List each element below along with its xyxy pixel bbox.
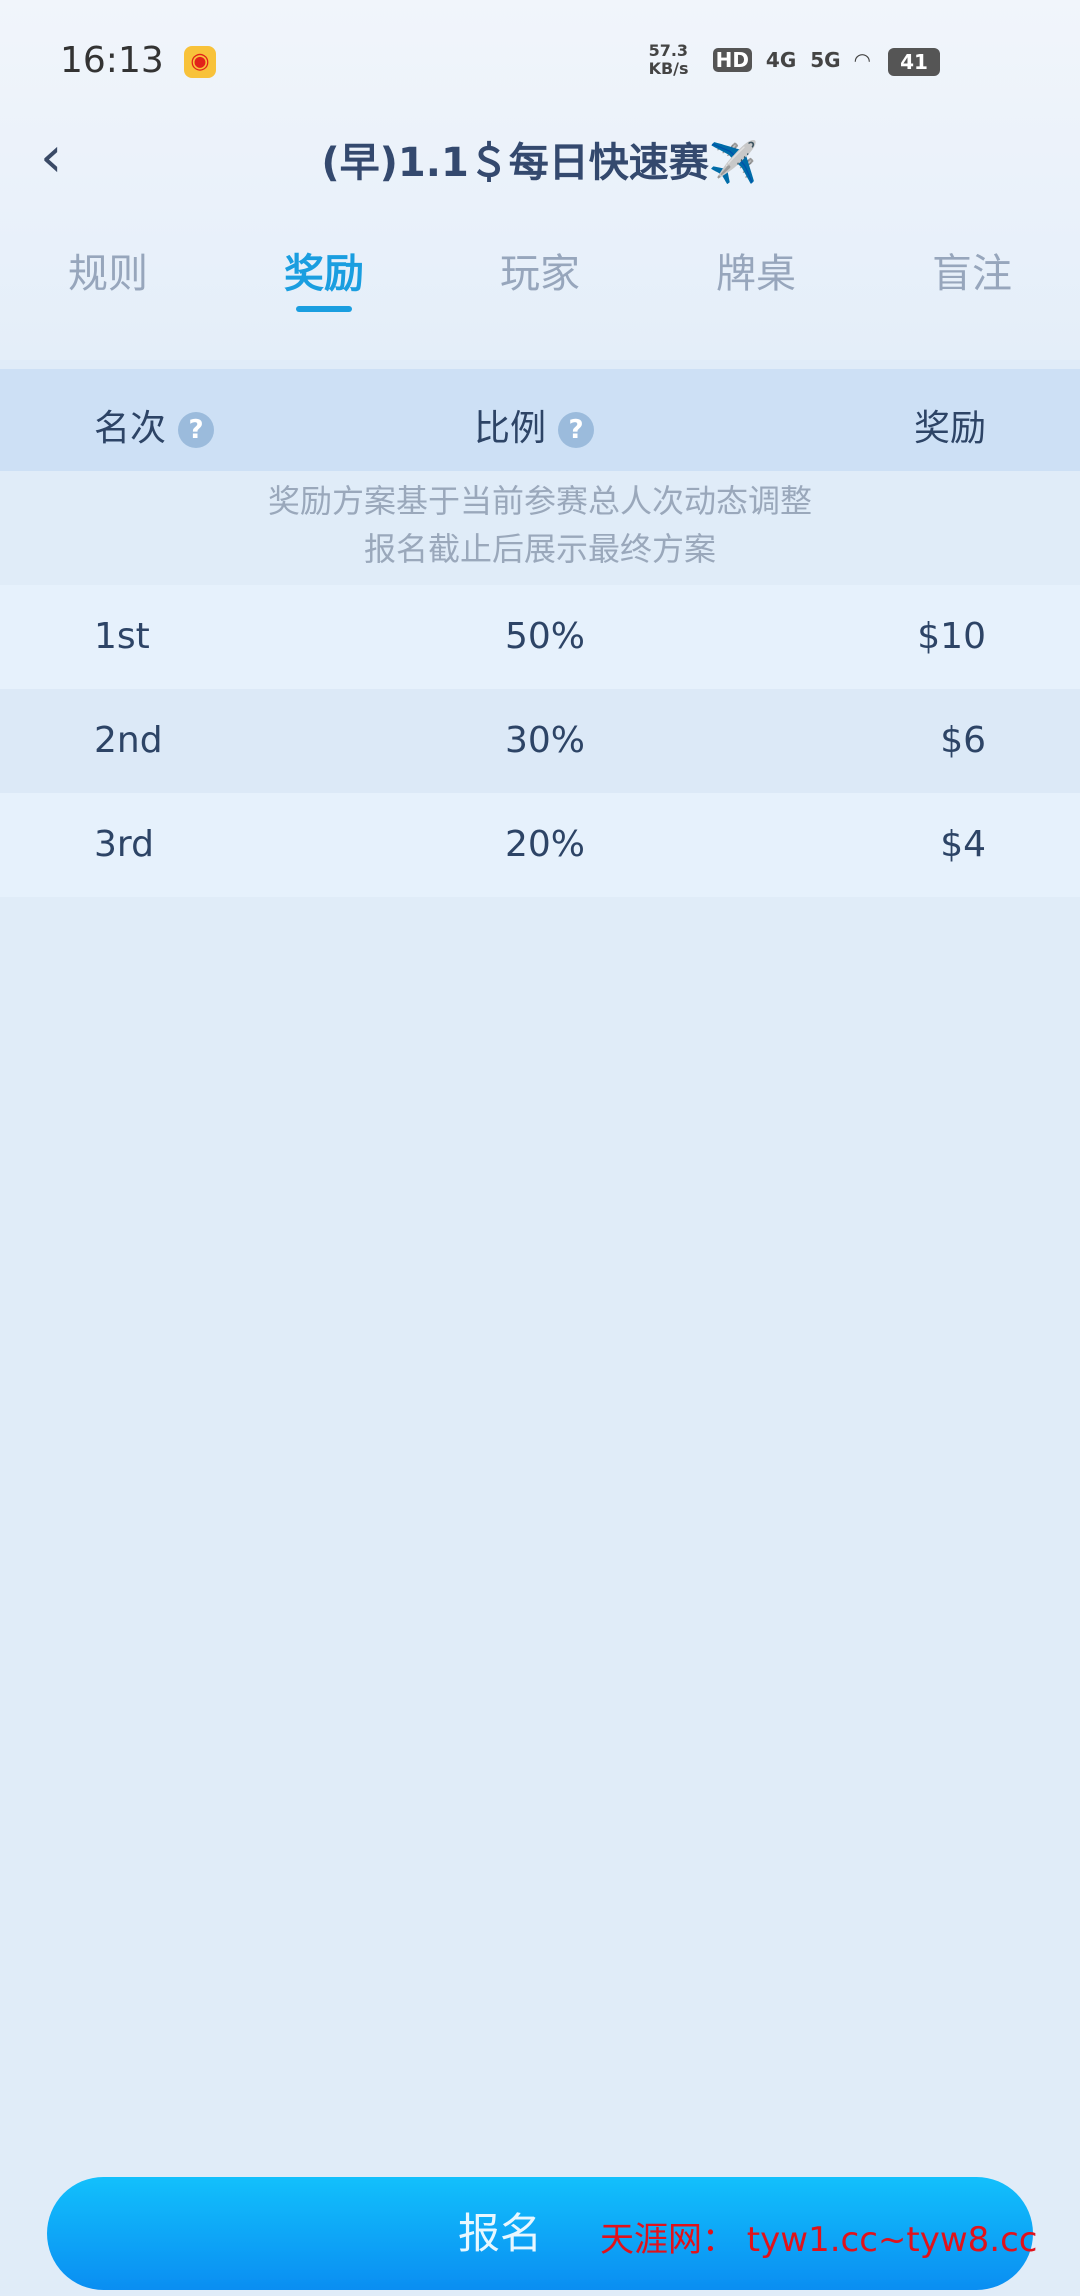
tab-blinds[interactable]: 盲注 (932, 251, 1012, 297)
tab-rewards[interactable]: 奖励 (216, 244, 432, 314)
tab-bar: 规则 奖励 玩家 牌桌 盲注 (0, 244, 1080, 314)
ratio-header: 比例? (474, 399, 595, 451)
weibo-icon: ◉ (184, 46, 216, 78)
ratio-help-icon[interactable]: ? (558, 412, 595, 448)
reward-cell: $10 (917, 616, 986, 657)
hd-icon: HD (712, 48, 752, 72)
reward-cell: $6 (940, 720, 986, 761)
rank-header: 名次? (94, 399, 215, 451)
register-button-label: 报名 (457, 2209, 542, 2258)
net-speed: 57.3 KB/s (648, 41, 689, 78)
tab-rules[interactable]: 规则 (68, 251, 148, 297)
note-line-1: 奖励方案基于当前参赛总人次动态调整 (267, 482, 812, 520)
ratio-cell: 20% (504, 824, 585, 865)
watermark: 天涯网： tyw1.cc~tyw8.cc (600, 2220, 1038, 2260)
note-line-2: 报名截止后展示最终方案 (363, 530, 716, 568)
rank-help-icon[interactable]: ? (178, 412, 215, 448)
rank-header-label: 名次 (94, 408, 167, 449)
status-time: 16:13 (60, 40, 164, 81)
signal-5g-icon: 5G (810, 48, 841, 72)
wifi-icon: ◠ (854, 48, 870, 72)
rank-cell: 3rd (94, 824, 154, 865)
battery-icon: 41 (888, 48, 940, 76)
table-row: 2nd 30% $6 (0, 689, 1080, 793)
reward-cell: $4 (940, 824, 986, 865)
ratio-cell: 50% (504, 616, 585, 657)
signal-4g-icon: 4G (765, 48, 797, 72)
back-button[interactable]: ‹ (40, 125, 63, 190)
ratio-header-label: 比例 (474, 408, 547, 449)
table-row: 3rd 20% $4 (0, 793, 1080, 897)
reward-header: 奖励 (913, 408, 986, 449)
tab-tables[interactable]: 牌桌 (716, 251, 796, 297)
rank-cell: 1st (94, 616, 150, 657)
ratio-cell: 30% (504, 720, 585, 761)
page-title: (早)1.1＄每日快速赛✈️ (321, 140, 759, 186)
tab-players[interactable]: 玩家 (500, 251, 580, 297)
status-icons: 57.3 KB/s HD 4G 5G ◠ (649, 42, 870, 78)
rank-cell: 2nd (94, 720, 163, 761)
table-header: 名次? 比例? 奖励 (0, 369, 1080, 471)
register-button[interactable]: 报名 (47, 2177, 1033, 2290)
table-row: 1st 50% $10 (0, 585, 1080, 689)
